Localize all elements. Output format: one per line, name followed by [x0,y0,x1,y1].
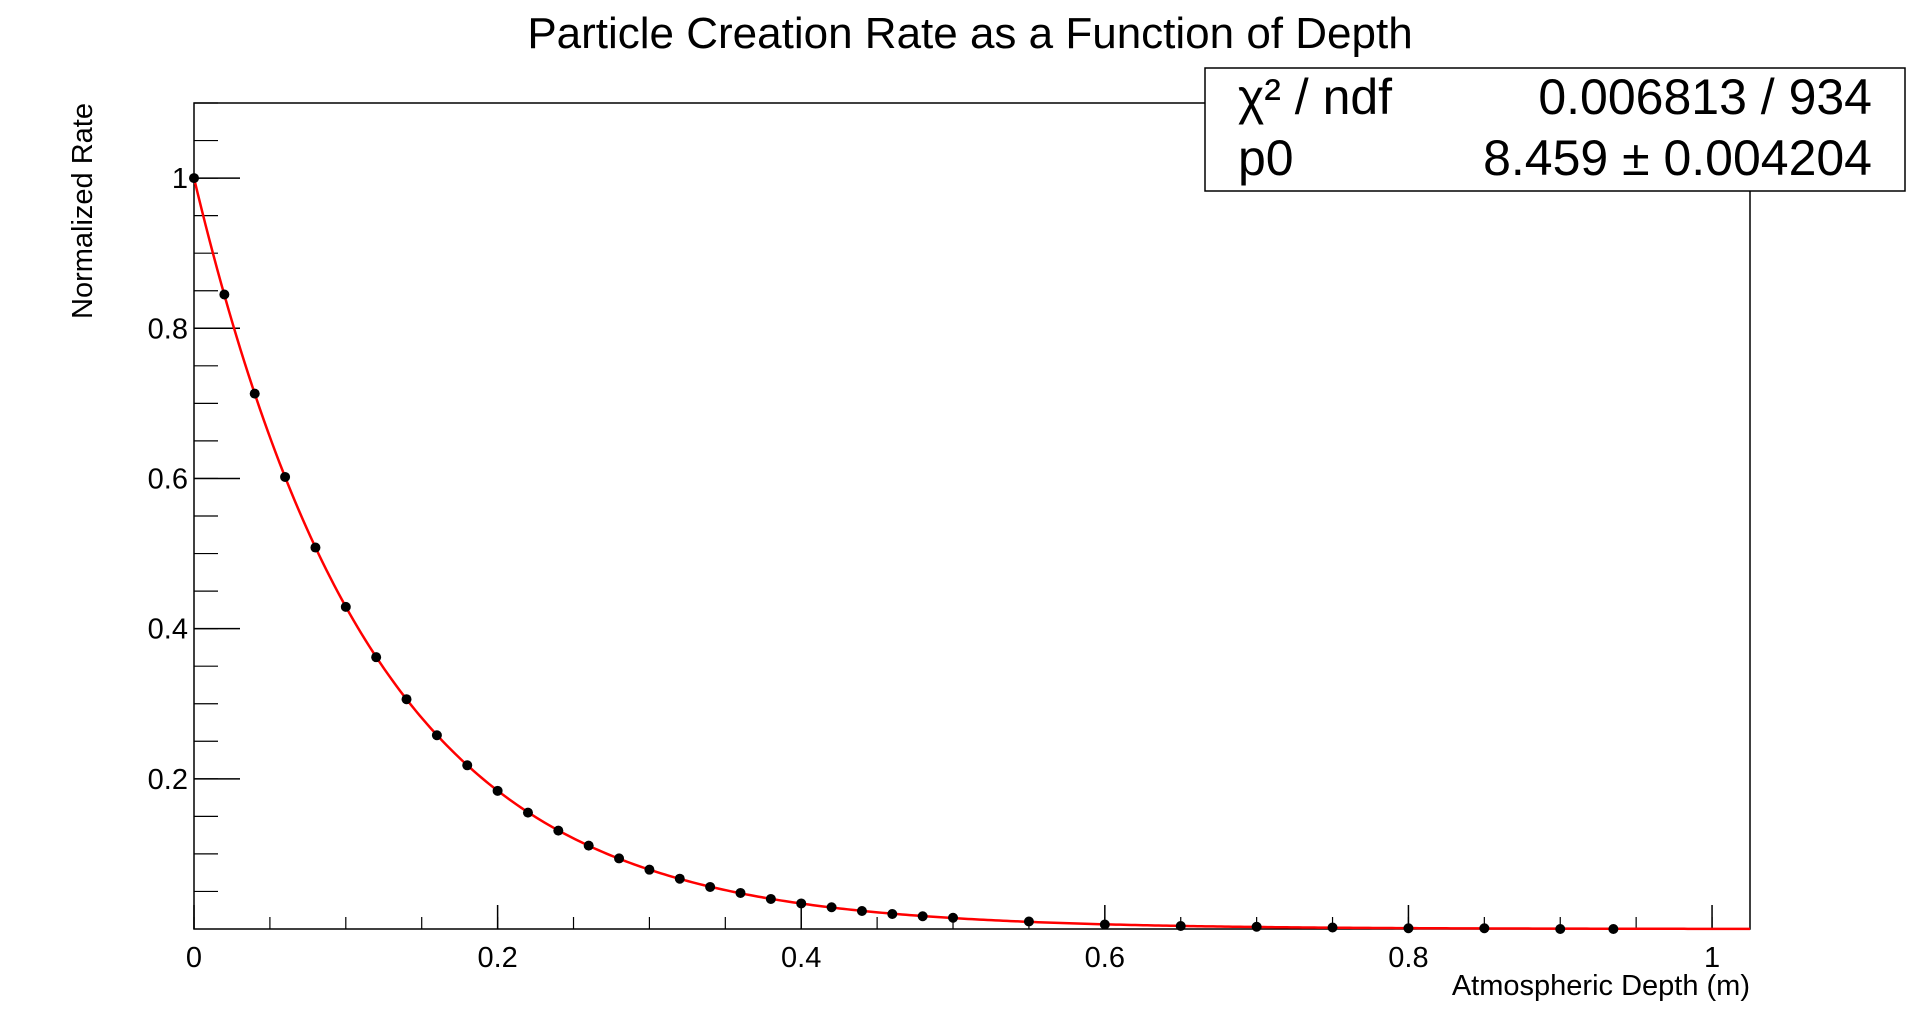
data-point [492,785,503,796]
x-tick-label: 0.6 [1085,942,1125,974]
x-tick-label: 1 [1704,942,1720,974]
data-point [735,887,746,898]
data-point [553,825,564,836]
data-point [705,881,716,892]
x-tick-label: 0.2 [477,942,517,974]
data-point [310,542,321,553]
data-point [1403,923,1414,934]
y-axis-label: Normalized Rate [67,103,99,319]
stats-label-p0: p0 [1238,130,1294,186]
data-point [856,905,867,916]
x-axis-label: Atmospheric Depth (m) [1452,970,1750,1002]
data-point [1555,924,1566,934]
fit-curve [192,177,1750,931]
data-point [401,694,412,705]
chart-title: Particle Creation Rate as a Function of … [527,9,1412,58]
data-point [1479,923,1490,934]
data-point [948,912,959,923]
stats-value-p0: 8.459 ± 0.004204 [1483,130,1872,186]
y-tick-label: 0.4 [148,614,188,646]
data-point [371,652,382,663]
stats-box-frame [1204,67,1906,192]
y-tick-label: 0.8 [148,313,188,345]
data-point [522,807,533,818]
data-point [431,730,442,741]
data-point [280,471,291,482]
data-point [1608,924,1619,934]
data-point [765,893,776,904]
data-point [249,388,260,399]
data-point [189,173,199,184]
y-tick-label: 0.2 [148,764,188,796]
data-point [1099,919,1110,930]
x-tick-label: 0 [186,942,202,974]
data-point [644,864,655,875]
data-point [219,289,230,300]
plot-frame [193,102,1751,930]
data-point [1327,922,1338,933]
y-tick-label: 0.6 [148,463,188,495]
stats-label-chi2: χ² / ndf [1238,69,1392,125]
data-point [1251,921,1262,932]
data-point [614,853,625,864]
fit-curve-group [192,177,1750,931]
stats-box: χ² / ndf 0.006813 / 934 p0 8.459 ± 0.004… [1204,67,1906,192]
x-tick-label: 0.8 [1388,942,1428,974]
data-point [674,873,685,884]
data-point [462,760,473,771]
data-point [796,898,807,909]
data-point [826,902,837,913]
data-point [917,911,928,922]
data-points-group [189,173,1619,934]
data-point [1175,920,1186,931]
data-point [583,840,594,851]
data-point [887,908,898,919]
x-tick-label: 0.4 [781,942,821,974]
data-point [1023,916,1034,927]
stats-value-chi2: 0.006813 / 934 [1538,69,1872,125]
data-point [340,601,351,612]
y-tick-label: 1 [172,163,188,195]
